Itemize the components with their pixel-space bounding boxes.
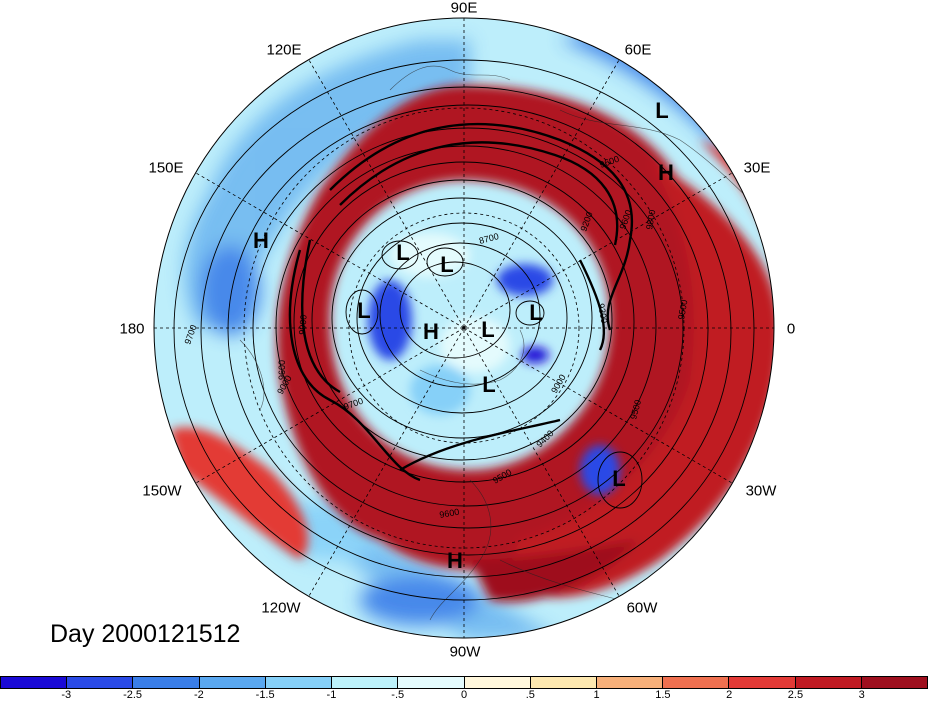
contour-label: 9500 — [676, 299, 689, 320]
lon-label-120e: 120E — [266, 41, 302, 59]
colorbar-bin — [861, 677, 928, 688]
contour-label: 9600 — [439, 507, 460, 520]
lon-label-0: 0 — [786, 320, 796, 338]
high-center: H — [423, 319, 439, 344]
colorbar-tick-label: 1 — [593, 689, 600, 701]
colorbar-tick-label: 3 — [858, 689, 865, 701]
lon-label-30w: 30W — [745, 482, 777, 500]
colorbar-bin — [199, 677, 266, 688]
colorbar-tick-label: -1 — [326, 689, 337, 701]
map-border — [153, 17, 775, 639]
high-center: H — [253, 228, 269, 253]
colorbar-bin — [332, 677, 399, 688]
colorbar-bin — [663, 677, 730, 688]
lon-label-30e: 30E — [743, 159, 771, 177]
low-center: L — [481, 317, 494, 342]
colorbar-tick-label: 2.5 — [787, 689, 804, 701]
pressure-centers: L H H L L L L L H L L L H — [253, 98, 674, 573]
graticule — [154, 18, 774, 638]
colorbar-bin — [398, 677, 465, 688]
colorbar-tick-label: -3 — [61, 689, 72, 701]
colorbar-bin — [464, 677, 531, 688]
contour-label: 9900 — [297, 314, 309, 335]
lon-label-180: 180 — [119, 320, 145, 338]
lon-label-120w: 120W — [261, 599, 301, 617]
low-center: L — [612, 466, 625, 491]
colorbar-tick-label: .5 — [525, 689, 535, 701]
lon-label-90e: 90E — [450, 0, 478, 17]
contour-label: 9600 — [277, 360, 287, 380]
colorbar-tick-label: -1.5 — [255, 689, 275, 701]
high-center: H — [447, 548, 463, 573]
anomaly-field — [154, 18, 774, 638]
colorbar-bin — [795, 677, 862, 688]
day-title: Day 2000121512 — [50, 620, 241, 648]
high-center: H — [658, 160, 674, 185]
contour-label: 9300 — [596, 303, 609, 324]
low-center: L — [357, 298, 370, 323]
colorbar-bin — [729, 677, 796, 688]
low-center: L — [529, 300, 542, 325]
low-center: L — [655, 98, 668, 123]
low-center: L — [440, 252, 453, 277]
contour-label: 9800 — [644, 209, 657, 230]
colorbar-tick-label: -2.5 — [123, 689, 143, 701]
low-center: L — [396, 240, 409, 265]
lon-label-60w: 60W — [626, 599, 658, 617]
lon-label-60e: 60E — [624, 41, 652, 59]
colorbar-bin — [265, 677, 333, 688]
lon-label-150w: 150W — [142, 482, 182, 500]
colorbar-tick-label: -.5 — [391, 689, 405, 701]
colorbar-tick-label: 2 — [726, 689, 733, 701]
colorbar-bin — [530, 677, 597, 688]
lon-label-90w: 90W — [449, 643, 481, 661]
height-contours — [173, 59, 755, 601]
colorbar-bin — [1, 677, 68, 688]
low-center: L — [482, 372, 495, 397]
colorbar-bin — [596, 677, 664, 688]
colorbar-bin — [67, 677, 134, 688]
coastlines — [239, 65, 771, 621]
lon-label-150e: 150E — [148, 159, 184, 177]
colorbar-bin — [133, 677, 200, 688]
jet-contours — [288, 122, 634, 482]
colorbar — [0, 676, 928, 689]
colorbar-tick-label: -2 — [193, 689, 204, 701]
colorbar-tick-label: 1.5 — [655, 689, 671, 701]
colorbar-tick-label: 0 — [460, 689, 468, 701]
